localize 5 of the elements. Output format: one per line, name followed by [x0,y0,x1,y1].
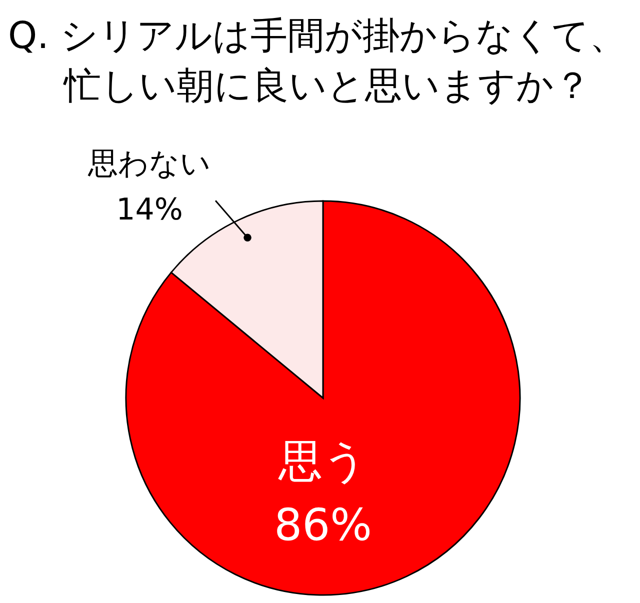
chart-title: Q. シリアルは手間が掛からなくて、忙しい朝に良いと思いますか？ [8,14,627,107]
data-label: 86% [274,500,372,552]
slice-label: 思う [278,436,368,488]
data-label: 14% [116,192,183,228]
slice-label: 思わない [87,146,212,182]
